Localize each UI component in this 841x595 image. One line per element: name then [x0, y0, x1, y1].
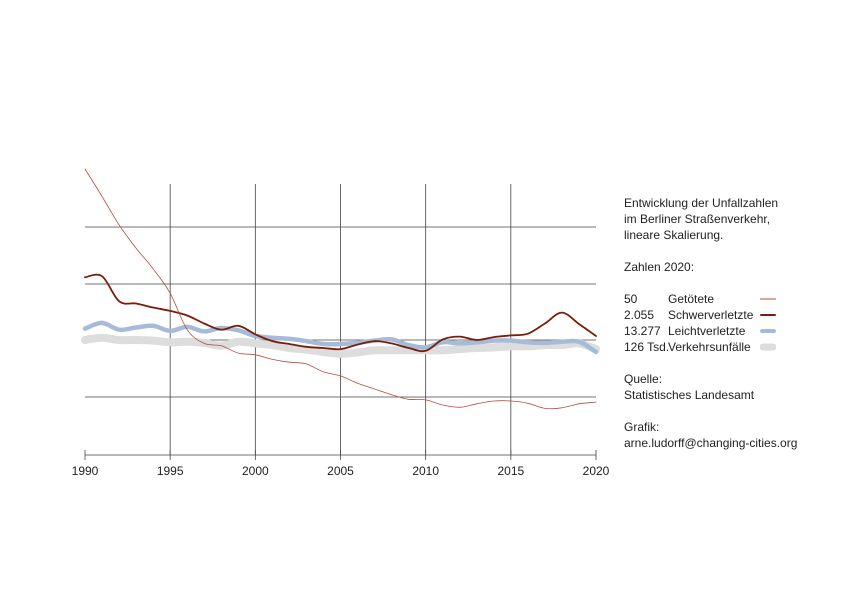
legend-value: 126 Tsd.: [624, 340, 670, 354]
x-tick-label: 2020: [583, 464, 610, 478]
legend-swatch-thick: [760, 329, 776, 333]
series-line-schwerverletzte: [84, 273, 597, 353]
legend-item-schwerverletzte: 2.055 Schwerverletzte: [624, 307, 797, 323]
chart-series: [81, 168, 600, 410]
legend-label: Leichtverletzte: [668, 324, 746, 338]
legend-swatch-thickest: [760, 343, 776, 351]
credit-heading: Grafik:: [624, 420, 660, 434]
legend-item-leichtverletzte: 13.277 Leichtverletzte: [624, 323, 797, 339]
description-line: Entwicklung der Unfallzahlen: [624, 196, 779, 210]
legend-swatch-thin: [760, 298, 776, 300]
description-line: lineare Skalierung.: [624, 228, 724, 242]
description-line: im Berliner Straßenverkehr,: [624, 212, 771, 226]
info-panel: Entwicklung der Unfallzahlen im Berliner…: [624, 195, 797, 451]
x-tick-label: 2000: [242, 464, 269, 478]
series-line-getoetete: [84, 168, 597, 410]
x-tick-label: 2005: [327, 464, 354, 478]
legend-label: Verkehrsunfälle: [668, 340, 751, 354]
x-tick-label: 1990: [72, 464, 99, 478]
zahlen-heading: Zahlen 2020:: [624, 260, 695, 274]
legend-swatch-medium: [760, 314, 776, 316]
series-line-leichtverletzte: [82, 320, 599, 355]
legend: 50 Getötete 2.055 Schwerverletzte 13.277…: [624, 291, 797, 355]
chart-description: Entwicklung der Unfallzahlen im Berliner…: [624, 195, 797, 243]
x-tick-label: 1995: [157, 464, 184, 478]
credit-text: arne.ludorff@changing-cities.org: [624, 436, 798, 450]
series-line-verkehrsunfaelle: [81, 333, 600, 358]
x-tick-label: 2010: [412, 464, 439, 478]
legend-value: 50: [624, 292, 638, 306]
legend-item-verkehrsunfaelle: 126 Tsd. Verkehrsunfälle: [624, 339, 797, 355]
source-text: Statistisches Landesamt: [624, 388, 755, 402]
legend-value: 13.277: [624, 324, 661, 338]
legend-item-getoetete: 50 Getötete: [624, 291, 797, 307]
legend-value: 2.055: [624, 308, 655, 322]
chart-grid: [85, 184, 596, 455]
legend-label: Schwerverletzte: [668, 308, 754, 322]
source-heading: Quelle:: [624, 372, 663, 386]
legend-label: Getötete: [668, 292, 715, 306]
x-tick-label: 2015: [497, 464, 524, 478]
x-axis: 1990 1995 2000 2005 2010 2015 2020: [72, 450, 610, 478]
